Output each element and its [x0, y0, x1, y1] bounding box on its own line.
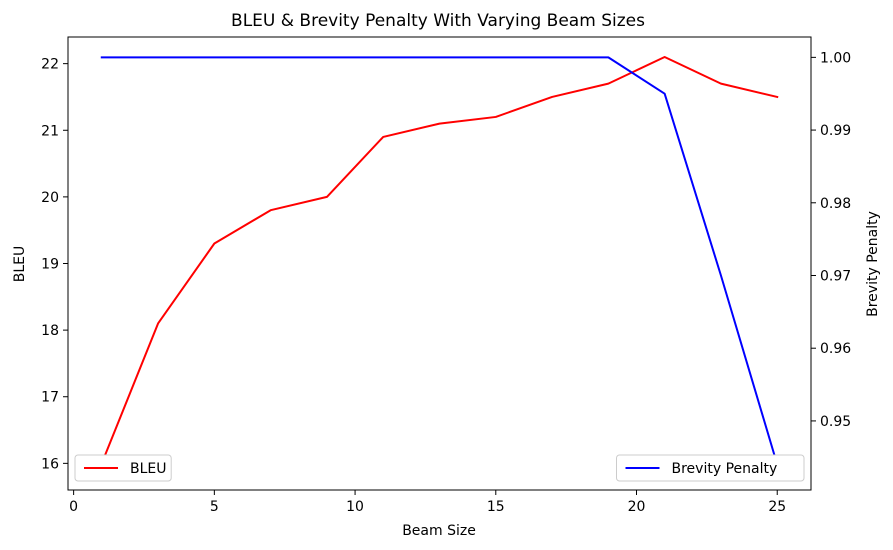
right-y-tick-label: 0.97 — [820, 268, 851, 284]
left-y-tick-label: 18 — [41, 323, 59, 339]
right-y-tick-label: 0.96 — [820, 341, 851, 357]
right-y-axis-ticks: 0.95 0.96 0.97 0.98 0.99 1.00 — [811, 50, 851, 430]
x-axis-label: Beam Size — [402, 523, 476, 539]
legends: BLEU Brevity Penalty — [74, 454, 805, 482]
legend-box — [616, 454, 805, 482]
left-y-axis-ticks: 16 17 18 19 20 21 22 — [41, 57, 68, 472]
x-tick-label: 10 — [346, 499, 364, 515]
plot-area — [100, 55, 779, 466]
x-tick-label: 0 — [69, 499, 78, 515]
legend-box — [74, 454, 172, 482]
plot-frame — [67, 36, 812, 491]
right-y-tick-label: 0.95 — [820, 414, 851, 430]
legend-label: BLEU — [130, 461, 167, 477]
left-y-axis-label: BLEU — [12, 246, 28, 283]
x-tick-label: 5 — [210, 499, 219, 515]
chart-title: BLEU & Brevity Penalty With Varying Beam… — [231, 11, 645, 31]
left-y-tick-label: 20 — [41, 190, 59, 206]
right-y-tick-label: 1.00 — [820, 50, 851, 66]
left-y-tick-label: 19 — [41, 257, 59, 273]
series-line-brevity-penalty — [100, 56, 779, 466]
right-y-axis-label: Brevity Penalty — [865, 211, 881, 317]
x-tick-label: 15 — [487, 499, 505, 515]
legend-label: Brevity Penalty — [672, 461, 778, 477]
left-y-tick-label: 22 — [41, 57, 59, 73]
left-y-tick-label: 17 — [41, 390, 59, 406]
right-y-tick-label: 0.99 — [820, 123, 851, 139]
x-tick-label: 25 — [768, 499, 786, 515]
series-line-bleu — [100, 55, 779, 465]
left-y-tick-label: 16 — [41, 456, 59, 472]
x-tick-label: 20 — [628, 499, 646, 515]
left-y-tick-label: 21 — [41, 123, 59, 139]
right-y-tick-label: 0.98 — [820, 196, 851, 212]
x-axis-ticks: 0 5 10 15 20 25 — [69, 490, 786, 515]
